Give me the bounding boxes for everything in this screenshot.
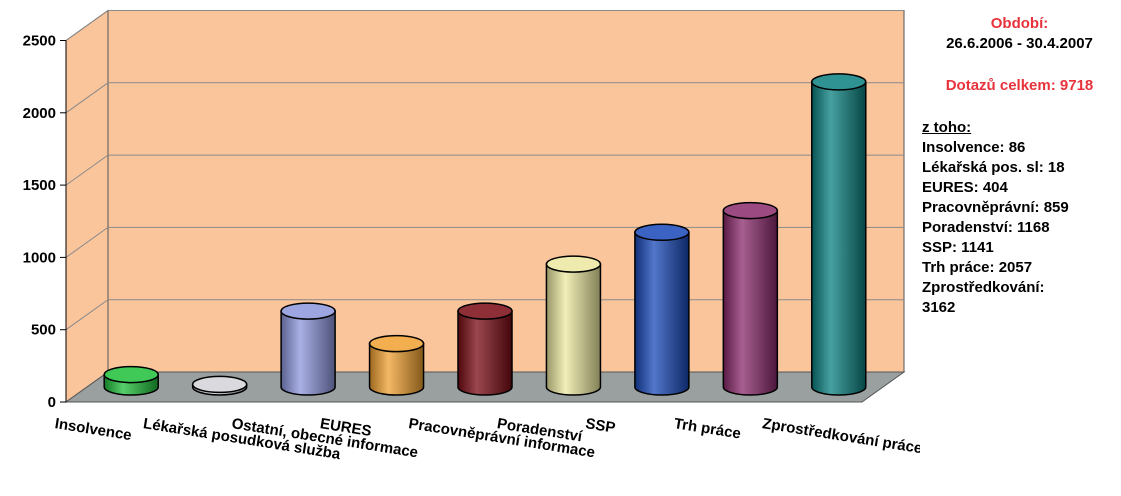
breakdown-item: Insolvence: 86 bbox=[922, 139, 1026, 156]
bar-top bbox=[634, 223, 690, 242]
gridline bbox=[65, 10, 904, 41]
bar-body bbox=[545, 263, 602, 396]
y-tick-label: 2500 bbox=[23, 33, 56, 50]
breakdown-item: Lékařská pos. sl: 18 bbox=[922, 159, 1065, 176]
period-value: 26.6.2006 - 30.4.2007 bbox=[946, 35, 1093, 52]
bar bbox=[634, 223, 690, 396]
breakdown-item: Poradenství: 1168 bbox=[922, 219, 1050, 236]
breakdown-item: EURES: 404 bbox=[922, 179, 1008, 196]
bar-top bbox=[280, 302, 336, 320]
breakdown-header: z toho: bbox=[922, 119, 972, 136]
bar-top bbox=[722, 201, 779, 220]
bar-body bbox=[811, 81, 867, 396]
y-tick-label: 500 bbox=[31, 322, 56, 339]
bar-body bbox=[368, 342, 425, 396]
bar-body bbox=[280, 310, 336, 396]
period-label: Období: bbox=[990, 15, 1049, 32]
breakdown-item: Trh práce: 2057 bbox=[922, 259, 1033, 276]
bar-body bbox=[722, 209, 779, 396]
x-tick-label: Zprostředkování práce bbox=[761, 415, 920, 457]
bar bbox=[368, 334, 425, 396]
bars bbox=[103, 73, 867, 396]
breakdown-item: Pracovněprávní: 859 bbox=[922, 199, 1069, 216]
bar-body bbox=[634, 231, 690, 396]
y-axis: 0 500 1000 1500 2000 2500 bbox=[23, 33, 67, 411]
bar bbox=[722, 201, 779, 396]
breakdown-item: Zprostředkování: bbox=[922, 279, 1045, 296]
breakdown-item: 3162 bbox=[922, 299, 956, 316]
bar-top bbox=[368, 334, 425, 353]
x-axis-labels: Insolvence Lékařská posudková službaOstat… bbox=[54, 415, 920, 463]
x-tick-label: SSP bbox=[584, 415, 616, 436]
gridline bbox=[65, 154, 904, 186]
bar-body bbox=[457, 310, 513, 396]
bar bbox=[103, 365, 159, 396]
bar bbox=[457, 302, 513, 396]
bar-top bbox=[191, 375, 248, 394]
bar-top bbox=[545, 255, 602, 273]
side-wall bbox=[65, 9, 109, 403]
bar bbox=[811, 73, 867, 396]
bar-top bbox=[811, 73, 867, 91]
total-count: Dotazů celkem: 9718 bbox=[945, 77, 1094, 94]
y-tick-label: 2000 bbox=[23, 105, 56, 122]
y-tick-label: 1500 bbox=[23, 177, 56, 194]
y-tick-label: 0 bbox=[48, 394, 56, 411]
x-tick-label: Trh práce bbox=[673, 415, 742, 442]
bar bbox=[545, 255, 602, 396]
x-tick-label: Insolvence bbox=[54, 415, 133, 444]
y-tick-label: 1000 bbox=[23, 249, 56, 266]
bar bbox=[191, 375, 248, 396]
breakdown-item: SSP: 1141 bbox=[922, 239, 994, 256]
bar-chart: 0 500 1000 1500 2000 2500 Insolvence Lékařská … bbox=[23, 9, 920, 463]
bar bbox=[280, 302, 336, 396]
bar-top bbox=[103, 365, 159, 384]
bar-top bbox=[457, 302, 513, 320]
gridline bbox=[65, 82, 904, 114]
summary-panel: Období: 26.6.2006 - 30.4.2007 Dotazů cel… bbox=[922, 14, 1117, 318]
